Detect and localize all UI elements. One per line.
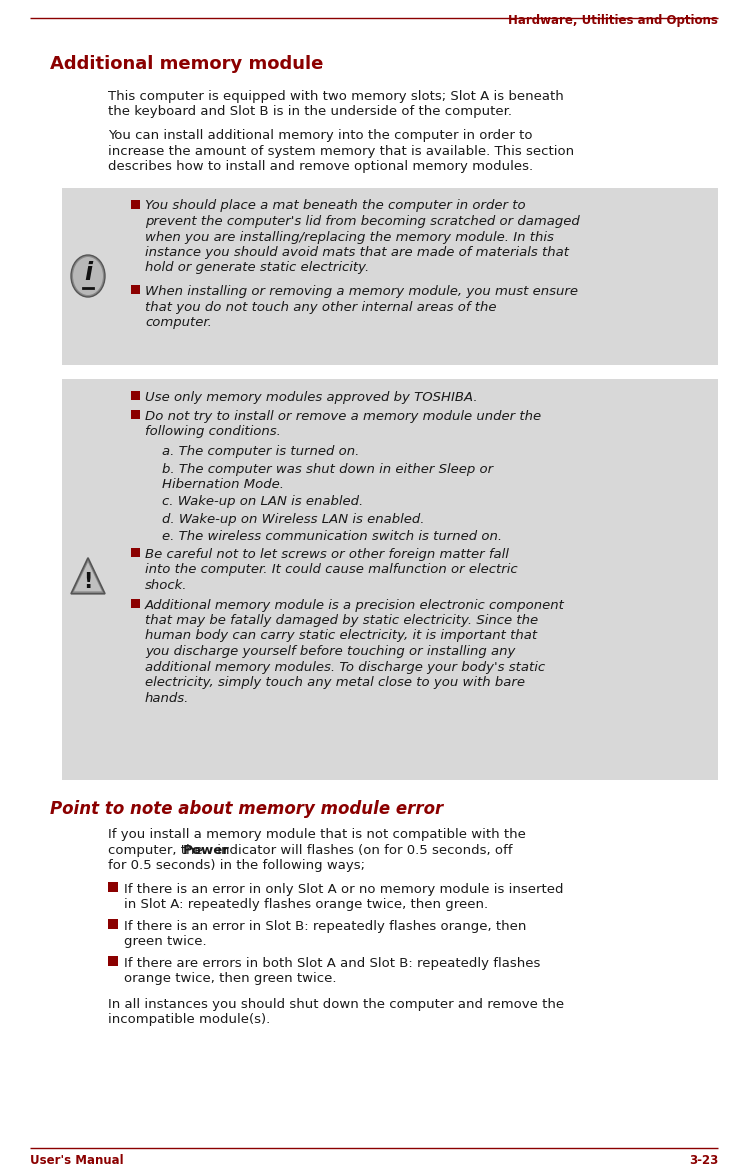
Text: green twice.: green twice. xyxy=(124,935,207,948)
Text: you discharge yourself before touching or installing any: you discharge yourself before touching o… xyxy=(145,645,515,657)
Text: additional memory modules. To discharge your body's static: additional memory modules. To discharge … xyxy=(145,661,545,674)
Text: This computer is equipped with two memory slots; Slot A is beneath: This computer is equipped with two memor… xyxy=(108,90,564,103)
Text: computer.: computer. xyxy=(145,316,212,329)
Text: If there is an error in Slot B: repeatedly flashes orange, then: If there is an error in Slot B: repeated… xyxy=(124,920,526,933)
Text: Additional memory module: Additional memory module xyxy=(50,55,323,73)
Polygon shape xyxy=(71,558,105,594)
Text: e. The wireless communication switch is turned on.: e. The wireless communication switch is … xyxy=(162,531,502,544)
Text: indicator will flashes (on for 0.5 seconds, off: indicator will flashes (on for 0.5 secon… xyxy=(213,844,512,857)
FancyBboxPatch shape xyxy=(131,548,140,557)
Text: human body can carry static electricity, it is important that: human body can carry static electricity,… xyxy=(145,629,537,642)
FancyBboxPatch shape xyxy=(131,199,140,209)
FancyBboxPatch shape xyxy=(131,599,140,607)
FancyBboxPatch shape xyxy=(131,285,140,294)
Text: Use only memory modules approved by TOSHIBA.: Use only memory modules approved by TOSH… xyxy=(145,390,477,403)
Text: the keyboard and Slot B is in the underside of the computer.: the keyboard and Slot B is in the unders… xyxy=(108,105,512,118)
Text: shock.: shock. xyxy=(145,579,187,592)
Text: incompatible module(s).: incompatible module(s). xyxy=(108,1014,270,1027)
Text: 3-23: 3-23 xyxy=(689,1154,718,1167)
FancyBboxPatch shape xyxy=(108,955,118,966)
Text: in Slot A: repeatedly flashes orange twice, then green.: in Slot A: repeatedly flashes orange twi… xyxy=(124,898,488,912)
Text: Do not try to install or remove a memory module under the: Do not try to install or remove a memory… xyxy=(145,410,541,423)
Text: Hardware, Utilities and Options: Hardware, Utilities and Options xyxy=(508,14,718,27)
Ellipse shape xyxy=(73,257,103,295)
Text: computer, the: computer, the xyxy=(108,844,207,857)
FancyBboxPatch shape xyxy=(131,390,140,400)
Text: Power: Power xyxy=(183,844,230,857)
Text: If there is an error in only Slot A or no memory module is inserted: If there is an error in only Slot A or n… xyxy=(124,883,564,895)
Text: when you are installing/replacing the memory module. In this: when you are installing/replacing the me… xyxy=(145,231,554,244)
Text: that you do not touch any other internal areas of the: that you do not touch any other internal… xyxy=(145,300,497,313)
FancyBboxPatch shape xyxy=(108,881,118,892)
FancyBboxPatch shape xyxy=(131,410,140,420)
Text: instance you should avoid mats that are made of materials that: instance you should avoid mats that are … xyxy=(145,246,569,259)
Text: Hibernation Mode.: Hibernation Mode. xyxy=(162,478,284,491)
FancyBboxPatch shape xyxy=(62,188,718,364)
Text: that may be fatally damaged by static electricity. Since the: that may be fatally damaged by static el… xyxy=(145,614,538,627)
Text: You should place a mat beneath the computer in order to: You should place a mat beneath the compu… xyxy=(145,199,525,212)
Text: Additional memory module is a precision electronic component: Additional memory module is a precision … xyxy=(145,599,565,612)
Polygon shape xyxy=(74,563,102,592)
Text: hold or generate static electricity.: hold or generate static electricity. xyxy=(145,261,369,274)
FancyBboxPatch shape xyxy=(108,919,118,928)
Text: a. The computer is turned on.: a. The computer is turned on. xyxy=(162,445,359,458)
Text: When installing or removing a memory module, you must ensure: When installing or removing a memory mod… xyxy=(145,285,578,298)
Text: hands.: hands. xyxy=(145,691,190,704)
Text: Point to note about memory module error: Point to note about memory module error xyxy=(50,800,444,818)
FancyBboxPatch shape xyxy=(62,379,718,781)
Text: for 0.5 seconds) in the following ways;: for 0.5 seconds) in the following ways; xyxy=(108,859,365,872)
Text: !: ! xyxy=(83,572,93,592)
Text: following conditions.: following conditions. xyxy=(145,425,281,438)
Text: b. The computer was shut down in either Sleep or: b. The computer was shut down in either … xyxy=(162,463,493,476)
Text: electricity, simply touch any metal close to you with bare: electricity, simply touch any metal clos… xyxy=(145,676,525,689)
Text: d. Wake-up on Wireless LAN is enabled.: d. Wake-up on Wireless LAN is enabled. xyxy=(162,513,424,526)
Ellipse shape xyxy=(71,255,105,297)
Text: i: i xyxy=(84,261,92,285)
Text: describes how to install and remove optional memory modules.: describes how to install and remove opti… xyxy=(108,161,533,173)
Text: prevent the computer's lid from becoming scratched or damaged: prevent the computer's lid from becoming… xyxy=(145,214,580,229)
Text: User's Manual: User's Manual xyxy=(30,1154,124,1167)
Text: If there are errors in both Slot A and Slot B: repeatedly flashes: If there are errors in both Slot A and S… xyxy=(124,956,540,969)
Text: increase the amount of system memory that is available. This section: increase the amount of system memory tha… xyxy=(108,144,574,157)
Text: In all instances you should shut down the computer and remove the: In all instances you should shut down th… xyxy=(108,997,564,1010)
Text: c. Wake-up on LAN is enabled.: c. Wake-up on LAN is enabled. xyxy=(162,496,363,509)
Text: Be careful not to let screws or other foreign matter fall: Be careful not to let screws or other fo… xyxy=(145,548,509,561)
Text: orange twice, then green twice.: orange twice, then green twice. xyxy=(124,973,337,986)
Text: You can install additional memory into the computer in order to: You can install additional memory into t… xyxy=(108,129,533,142)
Text: If you install a memory module that is not compatible with the: If you install a memory module that is n… xyxy=(108,829,526,841)
Text: into the computer. It could cause malfunction or electric: into the computer. It could cause malfun… xyxy=(145,564,517,577)
